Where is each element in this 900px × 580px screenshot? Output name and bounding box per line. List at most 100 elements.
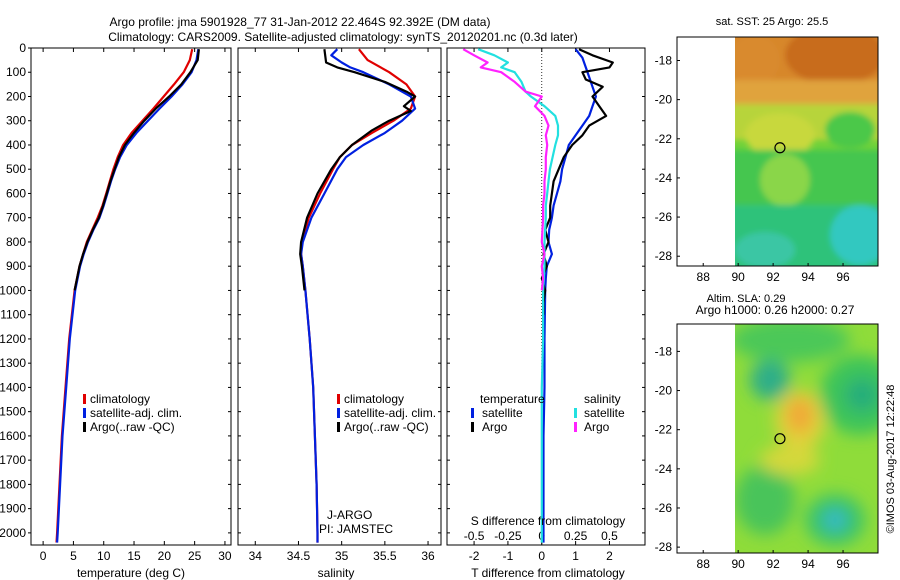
temperature-xtick-label: 5 <box>70 549 77 563</box>
legend-label-s-argo: Argo <box>584 420 610 434</box>
sst-map-ytick-label: -28 <box>655 249 673 263</box>
difference-t-xtick-label: -2 <box>469 549 480 563</box>
legend-label-satellite: satellite-adj. clim. <box>344 406 436 420</box>
sst-map-ytick-label: -18 <box>655 53 673 67</box>
depth-tick-label: 1600 <box>0 429 26 443</box>
sst-map-frame <box>676 36 879 267</box>
depth-tick-label: 1700 <box>0 453 26 467</box>
sst-teal-patch <box>735 232 795 266</box>
difference-t-xtick-label: 0 <box>538 549 545 563</box>
difference-xlabel: T difference from climatology <box>471 566 625 580</box>
imos-credit: ©IMOS 03-Aug-2017 12:22:48 <box>885 385 897 534</box>
difference-panel-frame <box>446 47 646 546</box>
temperature-plot: 0 5 10 15 20 25 30 <box>40 48 232 563</box>
depth-tick-label: 1800 <box>0 477 26 491</box>
depth-tick-label: 900 <box>6 259 26 273</box>
depth-tick-label: 100 <box>6 65 26 79</box>
sla-map-ytick-label: -28 <box>655 540 673 554</box>
sst-map-xtick-label: 94 <box>801 270 815 284</box>
legend-swatch-s-satellite <box>574 408 577 418</box>
depth-tick-label: 700 <box>6 211 26 225</box>
sla-teal-right <box>845 378 878 412</box>
sla-map-frame <box>676 323 879 554</box>
sla-yellow-bottom <box>760 445 820 475</box>
difference-legend: temperature salinity satellite Argo sate… <box>471 392 625 434</box>
figure-title-line1: Argo profile: jma 5901928_77 31-Jan-2012… <box>110 15 491 29</box>
salinity-legend: climatology satellite-adj. clim. Argo(..… <box>337 392 436 434</box>
sla-map-ytick-label: -22 <box>655 423 673 437</box>
sst-map-axes: 88 90 92 94 96 -18 -20 -22 -24 -26 -28 <box>655 53 850 284</box>
salinity-xtick-label: 35.5 <box>373 549 397 563</box>
legend-title-salinity: salinity <box>584 392 621 406</box>
depth-tick-label: 1000 <box>0 283 26 297</box>
depth-tick-label: 1400 <box>0 380 26 394</box>
difference-series-t-argo <box>540 48 614 315</box>
sla-map-xtick-label: 96 <box>836 557 850 571</box>
sst-map-ytick-label: -24 <box>655 171 673 185</box>
sla-map-xtick-label: 90 <box>731 557 745 571</box>
difference-plot: -2 -1 0 1 2-0.5 -0.25 0 0.25 0.5 <box>462 48 618 563</box>
sla-map-xtick-label: 94 <box>801 557 815 571</box>
sla-map-ytick-label: -18 <box>655 344 673 358</box>
sst-green-blob <box>825 112 875 148</box>
difference-s-xtick-label: 0.5 <box>601 529 618 543</box>
legend-swatch-t-satellite <box>471 408 474 418</box>
depth-tick-label: 1300 <box>0 356 26 370</box>
legend-swatch-t-argo <box>471 422 474 432</box>
sst-yellow-blob <box>745 113 815 157</box>
depth-tick-label: 1200 <box>0 332 26 346</box>
legend-swatch-argo <box>337 422 340 432</box>
legend-swatch-climatology <box>337 394 340 404</box>
sst-cyan-patch <box>830 205 878 265</box>
salinity-series-satellite <box>300 48 417 543</box>
difference-t-xtick-label: 2 <box>606 549 613 563</box>
temperature-xlabel: temperature (deg C) <box>77 566 185 580</box>
sla-map-subtitle: Argo h1000: 0.26 h2000: 0.27 <box>696 303 855 317</box>
salinity-xtick-label: 34.5 <box>287 549 311 563</box>
difference-series-t-satellite <box>542 48 598 543</box>
difference-t-xtick-label: -1 <box>503 549 514 563</box>
temperature-series-satellite <box>56 49 200 543</box>
sla-green-bottom-left <box>735 465 795 535</box>
sla-heatmap <box>735 324 878 553</box>
difference-s-xtick-label: -0.25 <box>494 529 522 543</box>
sst-light-blob <box>760 154 810 206</box>
sla-cyan-bottom-right <box>823 509 847 531</box>
legend-label-climatology: climatology <box>90 392 150 406</box>
sst-argo-location-marker <box>774 142 786 154</box>
difference-xlabel-top: S difference from climatology <box>471 514 626 528</box>
depth-tick-label: 200 <box>6 89 26 103</box>
depth-tick-label: 800 <box>6 235 26 249</box>
depth-tick-label: 300 <box>6 114 26 128</box>
sst-heatmap <box>735 37 878 266</box>
temperature-panel-frame <box>30 47 232 546</box>
legend-label-argo: Argo(..raw -QC) <box>344 420 429 434</box>
salinity-panel-frame <box>237 47 442 546</box>
legend-swatch-satellite <box>337 408 340 418</box>
sla-map-ytick-label: -26 <box>655 501 673 515</box>
salinity-xtick-label: 34 <box>249 549 263 563</box>
salinity-plot: 34 34.5 35 35.5 36 <box>249 48 435 563</box>
temperature-xtick-label: 30 <box>218 549 232 563</box>
sst-map-ytick-label: -20 <box>655 93 673 107</box>
sla-argo-location-marker <box>774 433 786 445</box>
legend-label-argo: Argo(..raw -QC) <box>90 420 175 434</box>
difference-s-xtick-label: 0.25 <box>564 529 588 543</box>
sst-warm-left <box>735 37 780 85</box>
legend-title-temperature: temperature <box>480 392 545 406</box>
difference-s-xtick-label: -0.5 <box>464 529 485 543</box>
sla-map-ytick-label: -20 <box>655 384 673 398</box>
difference-series-s-satellite <box>477 48 560 543</box>
temperature-xtick-label: 0 <box>40 549 47 563</box>
temperature-xtick-label: 20 <box>158 549 172 563</box>
sla-map-axes: 88 90 92 94 96 -18 -20 -22 -24 -26 -28 <box>655 344 850 571</box>
legend-label-s-satellite: satellite <box>584 406 625 420</box>
salinity-xtick-label: 35 <box>335 549 349 563</box>
depth-tick-label: 400 <box>6 138 26 152</box>
legend-label-t-argo: Argo <box>482 420 508 434</box>
depth-tick-label: 0 <box>19 41 26 55</box>
sla-orange-core <box>787 397 813 433</box>
difference-series-s-argo <box>462 48 550 291</box>
depth-tick-label: 1500 <box>0 405 26 419</box>
